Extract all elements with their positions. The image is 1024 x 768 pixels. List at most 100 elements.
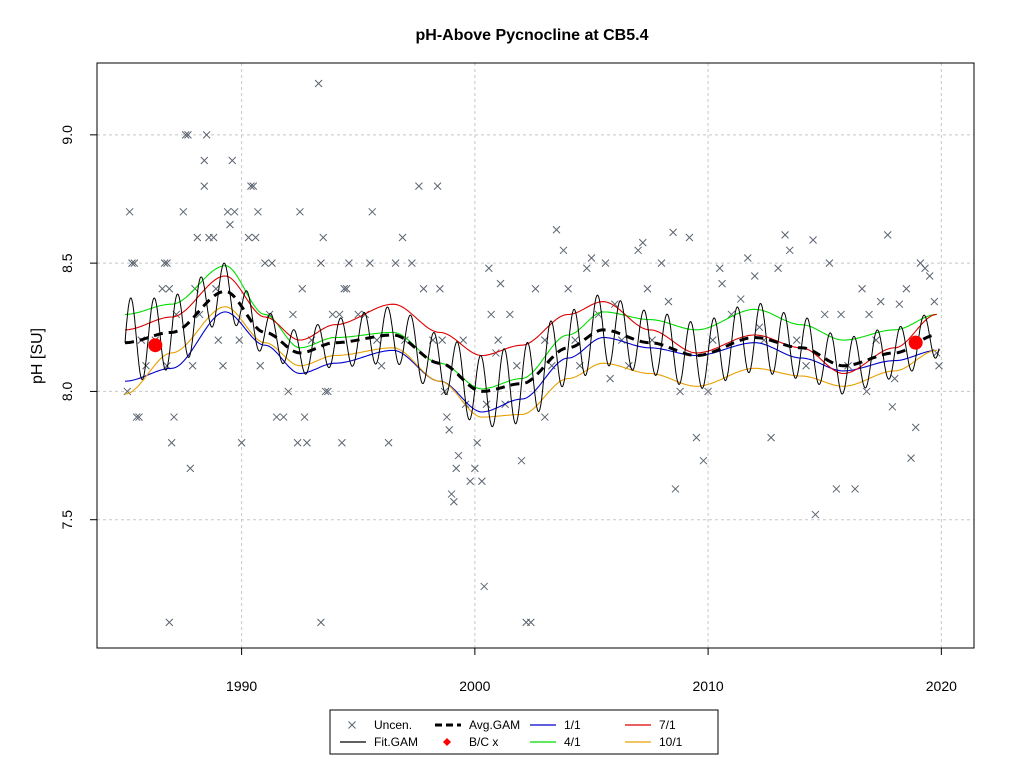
- legend-label: 4/1: [564, 735, 581, 749]
- observation-point: [433, 182, 442, 191]
- observation-point: [321, 387, 330, 396]
- legend-label: B/C x: [469, 735, 498, 749]
- observation-point: [478, 477, 486, 486]
- observation-point: [415, 182, 423, 191]
- observation-point: [193, 233, 202, 242]
- series-line-1-1: [124, 311, 937, 413]
- observation-point: [251, 233, 260, 242]
- observation-point: [571, 336, 580, 344]
- observation-point: [895, 300, 904, 309]
- observation-point: [657, 259, 666, 267]
- observation-point: [289, 310, 297, 319]
- observation-point: [268, 259, 276, 267]
- observation-point: [531, 284, 540, 293]
- series-line-avg-gam: [124, 289, 937, 393]
- observation-point: [471, 464, 479, 473]
- observation-point: [564, 284, 573, 293]
- observation-point: [256, 361, 265, 370]
- observation-point: [883, 231, 892, 239]
- observation-point: [261, 259, 269, 267]
- observation-point: [858, 284, 866, 293]
- observation-point: [484, 264, 493, 273]
- observation-point: [293, 438, 302, 447]
- bc-point: [908, 335, 923, 350]
- observation-point: [132, 413, 141, 421]
- observation-point: [328, 310, 337, 319]
- observation-point: [272, 413, 281, 421]
- observation-point: [186, 464, 195, 473]
- observation-point: [163, 259, 171, 267]
- observation-point: [664, 297, 673, 306]
- observation-point: [254, 207, 262, 216]
- observation-point: [837, 310, 845, 319]
- legend-label: 10/1: [659, 735, 683, 749]
- observation-point: [876, 297, 885, 306]
- observation-point: [184, 130, 192, 139]
- observation-point: [552, 225, 561, 234]
- observation-point: [158, 284, 167, 293]
- observation-point: [930, 297, 939, 306]
- observation-point: [445, 426, 454, 434]
- observation-point: [669, 228, 677, 237]
- observation-point: [496, 279, 505, 288]
- observation-point: [314, 79, 323, 88]
- observation-point: [408, 259, 416, 267]
- observation-point: [338, 438, 346, 447]
- observation-point: [165, 284, 174, 293]
- observation-point: [718, 279, 726, 288]
- observation-point: [676, 387, 684, 396]
- observation-point: [235, 336, 244, 344]
- observation-point: [219, 361, 227, 370]
- observation-point: [324, 387, 332, 396]
- observation-point: [911, 423, 920, 432]
- observation-point: [296, 207, 304, 216]
- observation-point: [494, 336, 503, 344]
- legend-label: Avg.GAM: [469, 718, 520, 732]
- x-tick-label: 2020: [926, 678, 957, 694]
- observation-point: [526, 618, 535, 627]
- observation-point: [181, 130, 190, 139]
- legend-label: 7/1: [659, 718, 676, 732]
- observation-point: [335, 310, 344, 319]
- observation-point: [792, 336, 801, 344]
- observation-point: [443, 413, 451, 421]
- observation-point: [391, 259, 400, 267]
- observation-point: [419, 284, 428, 293]
- observation-point: [704, 387, 712, 396]
- observation-point: [480, 582, 489, 591]
- grid-lines: [97, 63, 974, 648]
- observation-point: [459, 336, 468, 344]
- x-tick-label: 2010: [693, 678, 724, 694]
- observation-point: [865, 310, 873, 319]
- series-line-4-1: [125, 265, 937, 390]
- legend-item: 7/1: [625, 718, 676, 732]
- observation-point: [811, 510, 820, 519]
- observation-point: [202, 130, 211, 139]
- observation-point: [699, 456, 708, 465]
- legend-item: B/C x: [443, 735, 498, 749]
- legend-item: Uncen.: [348, 718, 412, 732]
- observation-point: [482, 400, 491, 409]
- observation-point: [209, 233, 218, 242]
- observation-point: [921, 264, 929, 273]
- observation-point: [902, 284, 911, 293]
- observation-point: [582, 264, 591, 273]
- observation-point: [317, 618, 325, 627]
- observation-point: [825, 259, 834, 267]
- observation-point: [743, 254, 752, 262]
- observation-point: [438, 336, 447, 344]
- observation-point: [890, 374, 899, 383]
- observation-point: [473, 438, 482, 447]
- y-axis-label: pH [SU]: [29, 328, 46, 384]
- x-tick-label: 1990: [226, 678, 257, 694]
- observation-point: [377, 361, 386, 370]
- observation-point: [692, 433, 701, 442]
- observation-point: [559, 246, 568, 255]
- observation-point: [715, 264, 724, 273]
- legend-item: 4/1: [530, 735, 581, 749]
- observation-point: [925, 272, 934, 280]
- observation-point: [755, 323, 764, 332]
- observation-point: [587, 254, 596, 262]
- bc-points: [148, 335, 923, 353]
- bc-point: [148, 338, 163, 353]
